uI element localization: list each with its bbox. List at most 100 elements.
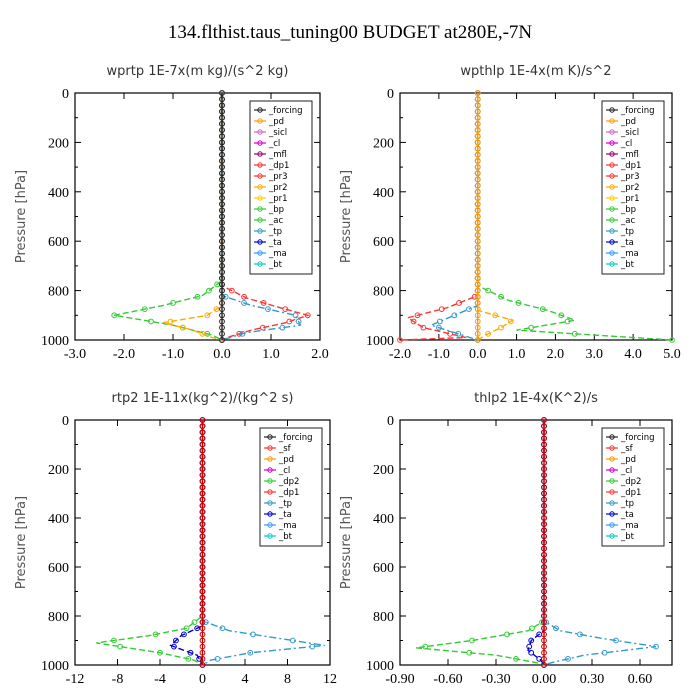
legend-entry: _cl: [278, 466, 290, 476]
series-marker: [183, 625, 190, 632]
series-marker: [474, 287, 481, 294]
series-marker: [474, 164, 481, 171]
series-marker: [474, 250, 481, 257]
x-tick-label: 2.0: [311, 347, 329, 362]
series-marker: [199, 515, 206, 521]
series-marker: [541, 570, 547, 577]
series-marker: [219, 188, 225, 195]
y-tick-label: 0: [62, 414, 69, 429]
series-marker: [199, 466, 206, 472]
series-marker: [199, 576, 206, 583]
series-marker: [553, 625, 559, 632]
series-marker: [474, 256, 481, 263]
legend-entry: _dp2: [620, 477, 641, 487]
legend-marker: [609, 173, 615, 179]
series-marker: [474, 324, 481, 331]
series-marker: [474, 108, 481, 115]
legend-marker: [257, 195, 263, 201]
series-marker: [558, 312, 565, 319]
series-marker: [541, 459, 547, 466]
series-marker: [541, 564, 547, 570]
series-marker: [471, 293, 478, 300]
series-marker: [219, 337, 225, 343]
legend-entry: _cl: [268, 139, 280, 149]
legend-entry: _bt: [268, 260, 283, 270]
legend-entry: _pr1: [620, 194, 640, 204]
series-marker: [199, 423, 206, 430]
series-marker: [485, 330, 491, 337]
series-marker: [541, 521, 547, 528]
x-tick-label: 0: [199, 672, 206, 687]
series-marker: [199, 588, 206, 595]
series-marker: [219, 164, 225, 171]
series-marker: [219, 114, 225, 121]
series-marker: [498, 293, 504, 300]
series-marker: [199, 330, 206, 337]
series-marker: [541, 619, 547, 626]
series-marker: [228, 287, 235, 294]
series-marker: [515, 300, 522, 306]
series-marker: [564, 318, 571, 325]
series-marker: [239, 330, 246, 337]
series-marker: [474, 281, 481, 288]
legend-marker: [257, 151, 263, 157]
series-marker: [541, 453, 547, 460]
series-marker: [528, 637, 535, 644]
series-line-pr2: [477, 93, 515, 341]
legend-marker: [257, 173, 263, 179]
series-marker: [295, 318, 302, 325]
x-tick-label: -0.90: [385, 672, 414, 687]
series-marker: [199, 545, 206, 552]
legend-entry: _forcing: [268, 106, 303, 116]
legend-entry: _pd: [620, 455, 636, 465]
legend-marker: [609, 195, 615, 201]
series-marker: [466, 649, 473, 656]
series-marker: [204, 312, 211, 319]
legend-marker: [257, 118, 263, 124]
series-marker: [199, 619, 206, 626]
series-marker: [435, 324, 442, 331]
series-marker: [199, 649, 206, 656]
series-marker: [541, 551, 547, 558]
series-marker: [474, 182, 481, 189]
panel-title: wprtp 1E-7x(m kg)/(s^2 kg): [107, 64, 289, 79]
series-marker: [199, 557, 206, 564]
series-marker: [219, 293, 225, 300]
series-marker: [541, 600, 547, 607]
x-tick-label: -1.0: [162, 347, 184, 362]
series-marker: [199, 459, 206, 466]
series-marker: [513, 655, 519, 662]
series-marker: [167, 318, 174, 325]
series-marker: [474, 133, 481, 140]
series-marker: [199, 655, 206, 662]
series-marker: [219, 287, 225, 294]
series-marker: [199, 539, 206, 546]
series-marker: [213, 306, 220, 313]
y-tick-label: 400: [48, 186, 69, 201]
series-marker: [199, 613, 206, 619]
series-marker: [219, 269, 225, 275]
series-marker: [565, 655, 571, 662]
series-marker: [541, 576, 547, 583]
series-marker: [541, 496, 547, 503]
series-marker: [541, 478, 547, 485]
series-line-tp: [429, 93, 479, 341]
series-marker: [199, 496, 206, 503]
legend-marker: [609, 151, 615, 157]
series-marker: [219, 158, 225, 164]
series-line-dp1: [399, 93, 479, 341]
series-line-tp: [201, 420, 325, 666]
series-marker: [474, 145, 481, 152]
series-marker: [541, 643, 547, 650]
series-marker: [474, 306, 481, 313]
series-marker: [438, 306, 445, 313]
y-tick-label: 1000: [366, 334, 394, 349]
series-marker: [504, 631, 510, 638]
legend-marker: [267, 500, 273, 506]
legend-marker: [609, 434, 615, 440]
x-tick-label: -2.0: [389, 347, 411, 362]
series-marker: [194, 625, 201, 632]
series-marker: [474, 96, 481, 103]
